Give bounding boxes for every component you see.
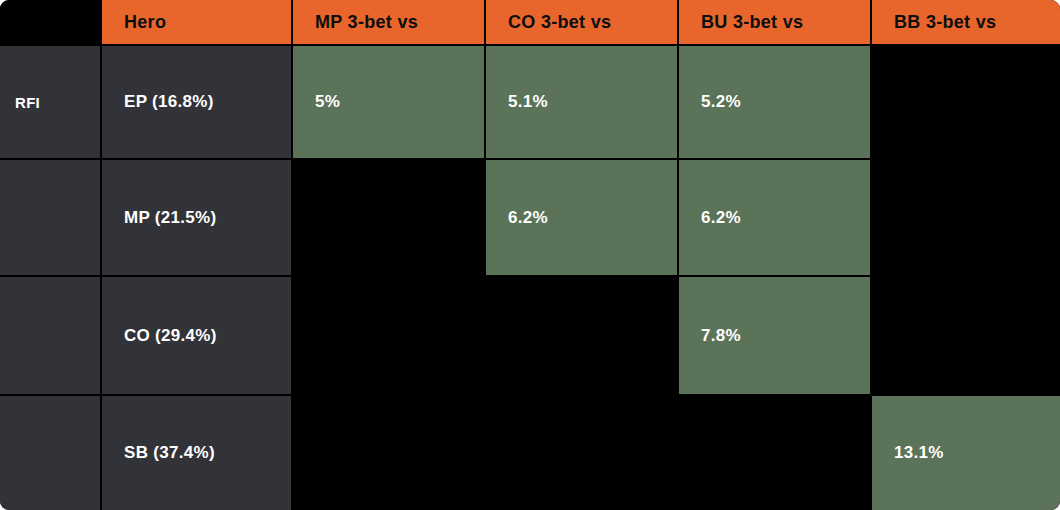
- header-co-3bet-vs: CO 3-bet vs: [486, 0, 677, 44]
- header-bb-3bet-vs: BB 3-bet vs: [872, 0, 1060, 44]
- value-cell-sb-bb: 13.1%: [872, 396, 1060, 510]
- row-group-label-rfi: RFI: [0, 46, 100, 158]
- empty-cell-ep-bb: [872, 46, 1060, 158]
- header-hero: Hero: [102, 0, 291, 44]
- value-cell-co-bu: 7.8%: [679, 277, 870, 394]
- value-cell-mp-co: 6.2%: [486, 160, 677, 275]
- empty-cell-co-mp: [293, 277, 484, 394]
- corner-cell: [0, 0, 100, 44]
- row-group-spacer: [0, 277, 100, 394]
- empty-cell-sb-bu: [679, 396, 870, 510]
- value-cell-mp-bu: 6.2%: [679, 160, 870, 275]
- hero-cell-co: CO (29.4%): [102, 277, 291, 394]
- value-cell-ep-mp: 5%: [293, 46, 484, 158]
- empty-cell-co-co: [486, 277, 677, 394]
- poker-3bet-frequency-table: Hero MP 3-bet vs CO 3-bet vs BU 3-bet vs…: [0, 0, 1060, 510]
- row-group-spacer: [0, 396, 100, 510]
- header-bu-3bet-vs: BU 3-bet vs: [679, 0, 870, 44]
- hero-cell-mp: MP (21.5%): [102, 160, 291, 275]
- value-cell-ep-co: 5.1%: [486, 46, 677, 158]
- hero-cell-sb: SB (37.4%): [102, 396, 291, 510]
- value-cell-ep-bu: 5.2%: [679, 46, 870, 158]
- hero-cell-ep: EP (16.8%): [102, 46, 291, 158]
- empty-cell-sb-co: [486, 396, 677, 510]
- empty-cell-mp-bb: [872, 160, 1060, 275]
- header-mp-3bet-vs: MP 3-bet vs: [293, 0, 484, 44]
- empty-cell-sb-mp: [293, 396, 484, 510]
- empty-cell-mp-mp: [293, 160, 484, 275]
- empty-cell-co-bb: [872, 277, 1060, 394]
- row-group-spacer: [0, 160, 100, 275]
